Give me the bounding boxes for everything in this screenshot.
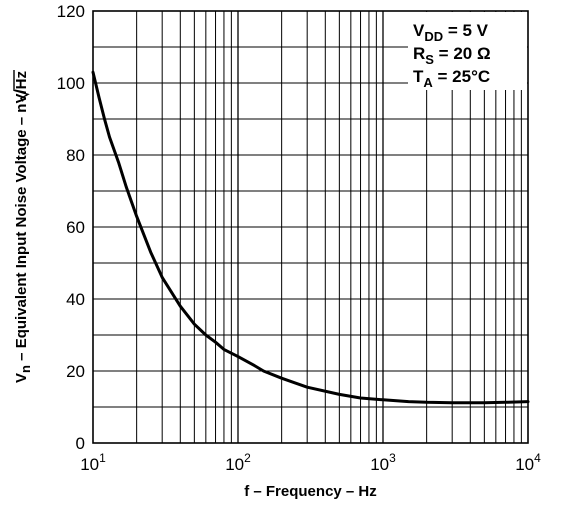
condition-value: = 5 V xyxy=(443,21,489,40)
y-axis-label: Vn – Equivalent Input Noise Voltage – nV… xyxy=(13,70,33,383)
test-conditions: VDD = 5 VRS = 20 ΩTA = 25°C xyxy=(413,21,491,90)
x-tick-exponent: 1 xyxy=(99,451,106,465)
condition-subscript: DD xyxy=(424,29,443,44)
y-tick-label: 80 xyxy=(66,146,85,165)
condition-subscript: S xyxy=(425,52,434,67)
y-tick-label: 100 xyxy=(57,74,85,93)
x-tick-exponent: 2 xyxy=(244,451,251,465)
condition-line: RS = 20 Ω xyxy=(413,44,491,67)
x-axis-label: f – Frequency – Hz xyxy=(244,483,377,500)
svg-text:Vn – Equivalent Input Noise Vo: Vn – Equivalent Input Noise Voltage – nV… xyxy=(13,71,33,383)
y-axis-label-unit: Hz xyxy=(13,71,30,89)
x-tick-label: 101 xyxy=(80,451,106,474)
x-tick-base: 10 xyxy=(225,455,244,474)
condition-symbol: R xyxy=(413,44,425,63)
condition-symbol: V xyxy=(413,21,425,40)
y-tick-labels: 0 20 40 60 80 100 120 xyxy=(57,2,85,453)
x-tick-labels: 101 102 103 104 xyxy=(80,451,541,474)
noise-curve-line xyxy=(91,70,530,405)
x-tick-label: 102 xyxy=(225,451,251,474)
y-axis-label-rest: – Equivalent Input Noise Voltage – nV/ xyxy=(13,89,30,365)
sqrt-symbol xyxy=(13,70,30,102)
y-tick-label: 40 xyxy=(66,290,85,309)
condition-line: VDD = 5 V xyxy=(413,21,489,44)
x-tick-label: 104 xyxy=(515,451,541,474)
condition-value: = 25°C xyxy=(433,67,490,86)
horizontal-gridlines xyxy=(93,46,528,408)
x-tick-exponent: 4 xyxy=(534,451,541,465)
condition-symbol: T xyxy=(413,67,424,86)
plot-frame xyxy=(92,10,529,444)
x-tick-base: 10 xyxy=(80,455,99,474)
y-tick-label: 120 xyxy=(57,2,85,21)
conditions-box-background xyxy=(408,12,527,90)
condition-subscript: A xyxy=(423,75,433,90)
y-axis-label-sub: n xyxy=(18,365,33,373)
x-tick-label: 103 xyxy=(370,451,396,474)
y-tick-label: 60 xyxy=(66,218,85,237)
y-tick-label: 0 xyxy=(76,434,85,453)
y-axis-label-main: V xyxy=(13,373,30,383)
x-tick-base: 10 xyxy=(515,455,534,474)
x-tick-exponent: 3 xyxy=(389,451,396,465)
x-tick-base: 10 xyxy=(370,455,389,474)
y-tick-label: 20 xyxy=(66,362,85,381)
condition-line: TA = 25°C xyxy=(413,67,490,90)
condition-value: = 20 Ω xyxy=(434,44,491,63)
